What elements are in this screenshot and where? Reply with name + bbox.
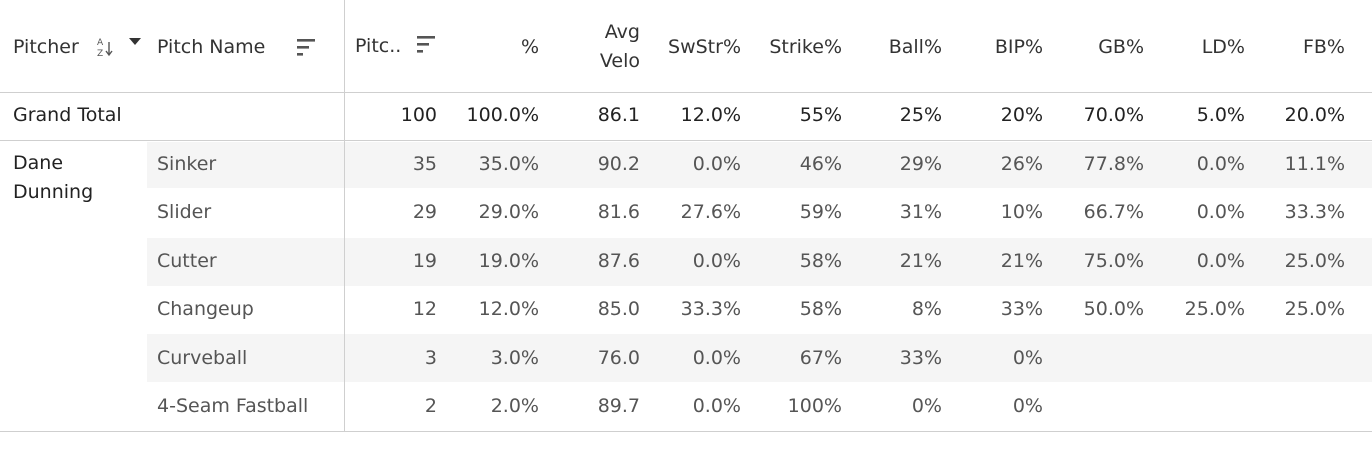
cell-gb[interactable]: 77.8% — [1083, 153, 1144, 175]
header-avg-velo-line1[interactable]: Avg — [604, 21, 640, 43]
row-shade-curveball — [147, 334, 1372, 382]
cell-avg-velo[interactable]: 76.0 — [597, 347, 640, 369]
header-divider-vertical — [344, 0, 345, 432]
cell-strike[interactable]: 58% — [799, 250, 842, 272]
grand-total-ball[interactable]: 25% — [899, 104, 942, 126]
cell-ld[interactable]: 25.0% — [1184, 298, 1245, 320]
header-ld[interactable]: LD% — [1201, 36, 1245, 58]
cell-avg-velo[interactable]: 90.2 — [597, 153, 640, 175]
cell-ball[interactable]: 29% — [899, 153, 942, 175]
grand-total-ld[interactable]: 5.0% — [1196, 104, 1245, 126]
cell-bip[interactable]: 21% — [1000, 250, 1043, 272]
pitcher-name-line2[interactable]: Dunning — [13, 181, 94, 203]
grand-total-divider — [0, 140, 1372, 141]
header-avg-velo-line2[interactable]: Velo — [599, 50, 640, 72]
sort-icon[interactable] — [416, 34, 438, 54]
header-pct[interactable]: % — [520, 36, 539, 58]
cell-pct[interactable]: 3.0% — [490, 347, 539, 369]
svg-text:A: A — [97, 38, 104, 48]
cell-pitches[interactable]: 2 — [424, 395, 437, 417]
sort-az-icon[interactable]: A Z — [96, 36, 114, 60]
pitch-name-cell[interactable]: Curveball — [157, 347, 248, 369]
cell-swstr[interactable]: 33.3% — [680, 298, 741, 320]
cell-strike[interactable]: 46% — [799, 153, 842, 175]
caret-down-icon[interactable] — [129, 38, 141, 46]
cell-pitches[interactable]: 12 — [412, 298, 437, 320]
header-pitches[interactable]: Pitc.. — [355, 35, 402, 57]
grand-total-bip[interactable]: 20% — [1000, 104, 1043, 126]
cell-ball[interactable]: 21% — [899, 250, 942, 272]
header-strike[interactable]: Strike% — [769, 36, 842, 58]
cell-ball[interactable]: 0% — [911, 395, 942, 417]
cell-ball[interactable]: 31% — [899, 201, 942, 223]
grand-total-swstr[interactable]: 12.0% — [680, 104, 741, 126]
cell-bip[interactable]: 0% — [1012, 347, 1043, 369]
cell-swstr[interactable]: 0.0% — [692, 250, 741, 272]
cell-strike[interactable]: 58% — [799, 298, 842, 320]
cell-pitches[interactable]: 35 — [412, 153, 437, 175]
cell-pitches[interactable]: 3 — [424, 347, 437, 369]
header-divider-horizontal — [0, 92, 1372, 93]
cell-avg-velo[interactable]: 87.6 — [597, 250, 640, 272]
row-shade-cutter — [147, 238, 1372, 286]
cell-pct[interactable]: 35.0% — [478, 153, 539, 175]
row-shade-sinker — [147, 142, 1372, 188]
cell-fb[interactable]: 11.1% — [1284, 153, 1345, 175]
cell-fb[interactable]: 25.0% — [1284, 250, 1345, 272]
cell-avg-velo[interactable]: 85.0 — [597, 298, 640, 320]
grand-total-pct[interactable]: 100.0% — [466, 104, 539, 126]
header-bip[interactable]: BIP% — [994, 36, 1043, 58]
table-bottom-line — [0, 431, 1372, 432]
header-pitch-name[interactable]: Pitch Name — [157, 36, 266, 58]
pitch-name-cell[interactable]: Slider — [157, 201, 212, 223]
cell-pct[interactable]: 29.0% — [478, 201, 539, 223]
cell-strike[interactable]: 100% — [787, 395, 842, 417]
header-swstr[interactable]: SwStr% — [668, 36, 741, 58]
cell-fb[interactable]: 25.0% — [1284, 298, 1345, 320]
header-pitcher[interactable]: Pitcher — [13, 36, 79, 58]
grand-total-gb[interactable]: 70.0% — [1083, 104, 1144, 126]
cell-pct[interactable]: 2.0% — [490, 395, 539, 417]
cell-gb[interactable]: 50.0% — [1083, 298, 1144, 320]
cell-swstr[interactable]: 0.0% — [692, 395, 741, 417]
cell-gb[interactable]: 66.7% — [1083, 201, 1144, 223]
grand-total-avg-velo[interactable]: 86.1 — [597, 104, 640, 126]
cell-strike[interactable]: 59% — [799, 201, 842, 223]
cell-pct[interactable]: 19.0% — [478, 250, 539, 272]
header-ball[interactable]: Ball% — [888, 36, 942, 58]
cell-avg-velo[interactable]: 89.7 — [597, 395, 640, 417]
cell-ball[interactable]: 8% — [911, 298, 942, 320]
cell-fb[interactable]: 33.3% — [1284, 201, 1345, 223]
cell-ld[interactable]: 0.0% — [1196, 153, 1245, 175]
cell-swstr[interactable]: 27.6% — [680, 201, 741, 223]
cell-bip[interactable]: 0% — [1012, 395, 1043, 417]
cell-ld[interactable]: 0.0% — [1196, 201, 1245, 223]
grand-total-pitches[interactable]: 100 — [400, 104, 437, 126]
cell-pitches[interactable]: 29 — [412, 201, 437, 223]
cell-ld[interactable]: 0.0% — [1196, 250, 1245, 272]
svg-text:Z: Z — [97, 49, 103, 59]
sort-icon[interactable] — [296, 37, 318, 57]
header-gb[interactable]: GB% — [1098, 36, 1144, 58]
grand-total-strike[interactable]: 55% — [799, 104, 842, 126]
cell-strike[interactable]: 67% — [799, 347, 842, 369]
header-fb[interactable]: FB% — [1302, 36, 1345, 58]
grand-total-fb[interactable]: 20.0% — [1284, 104, 1345, 126]
pitch-name-cell[interactable]: 4-Seam Fastball — [157, 395, 309, 417]
cell-bip[interactable]: 10% — [1000, 201, 1043, 223]
cell-bip[interactable]: 33% — [1000, 298, 1043, 320]
cell-pitches[interactable]: 19 — [412, 250, 437, 272]
cell-swstr[interactable]: 0.0% — [692, 347, 741, 369]
pitcher-name-line1[interactable]: Dane — [13, 152, 64, 174]
cell-swstr[interactable]: 0.0% — [692, 153, 741, 175]
cell-pct[interactable]: 12.0% — [478, 298, 539, 320]
pitch-name-cell[interactable]: Cutter — [157, 250, 217, 272]
cell-gb[interactable]: 75.0% — [1083, 250, 1144, 272]
cell-bip[interactable]: 26% — [1000, 153, 1043, 175]
pitch-name-cell[interactable]: Sinker — [157, 153, 217, 175]
cell-ball[interactable]: 33% — [899, 347, 942, 369]
pitch-name-cell[interactable]: Changeup — [157, 298, 254, 320]
cell-avg-velo[interactable]: 81.6 — [597, 201, 640, 223]
grand-total-label: Grand Total — [13, 104, 122, 126]
